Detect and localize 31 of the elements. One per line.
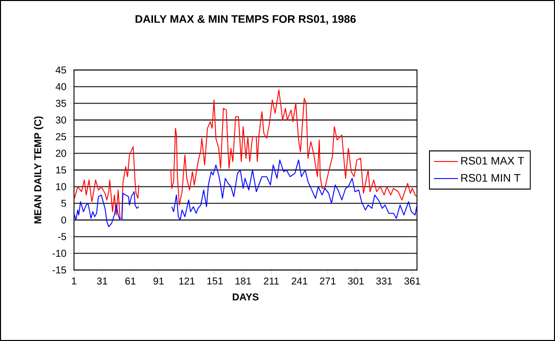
x-tick-label: 31 bbox=[97, 278, 108, 285]
y-tick-label: -5 bbox=[58, 233, 66, 240]
x-tick-label: 1 bbox=[72, 278, 76, 284]
y-tick-label: 10 bbox=[56, 183, 66, 190]
x-tick-label: 301 bbox=[348, 278, 364, 285]
y-tick-label: 35 bbox=[56, 100, 66, 107]
x-axis-title: DAYS bbox=[232, 293, 259, 300]
y-tick-label: 5 bbox=[61, 200, 66, 207]
y-tick-label: -10 bbox=[52, 250, 66, 257]
x-tick-label: 61 bbox=[125, 278, 136, 285]
x-tick-label: 271 bbox=[320, 278, 336, 284]
y-tick-label: 40 bbox=[56, 83, 66, 90]
y-axis-title: MEAN DAILY TEMP (C) bbox=[34, 116, 44, 224]
chart-title: DAILY MAX & MIN TEMPS FOR RS01, 1986 bbox=[136, 15, 356, 25]
y-tick-label: -15 bbox=[52, 266, 66, 274]
x-tick-label: 91 bbox=[154, 278, 164, 285]
y-tick-label: 25 bbox=[56, 133, 66, 140]
x-tick-label: 331 bbox=[376, 278, 392, 285]
x-tick-label: 211 bbox=[264, 278, 279, 284]
x-tick-label: 361 bbox=[404, 278, 420, 285]
legend-label: RS01 MIN T bbox=[461, 174, 520, 182]
y-tick-label: 0 bbox=[61, 216, 66, 224]
x-tick-label: 241 bbox=[292, 278, 308, 284]
y-tick-label: 15 bbox=[56, 166, 66, 174]
x-tick-label: 121 bbox=[179, 278, 195, 284]
legend-label: RS01 MAX T bbox=[461, 156, 524, 165]
x-tick-label: 181 bbox=[236, 278, 251, 285]
x-tick-label: 151 bbox=[207, 278, 223, 284]
y-tick-label: 20 bbox=[56, 150, 66, 157]
y-tick-label: 45 bbox=[56, 66, 66, 74]
y-tick-label: 30 bbox=[56, 116, 66, 124]
